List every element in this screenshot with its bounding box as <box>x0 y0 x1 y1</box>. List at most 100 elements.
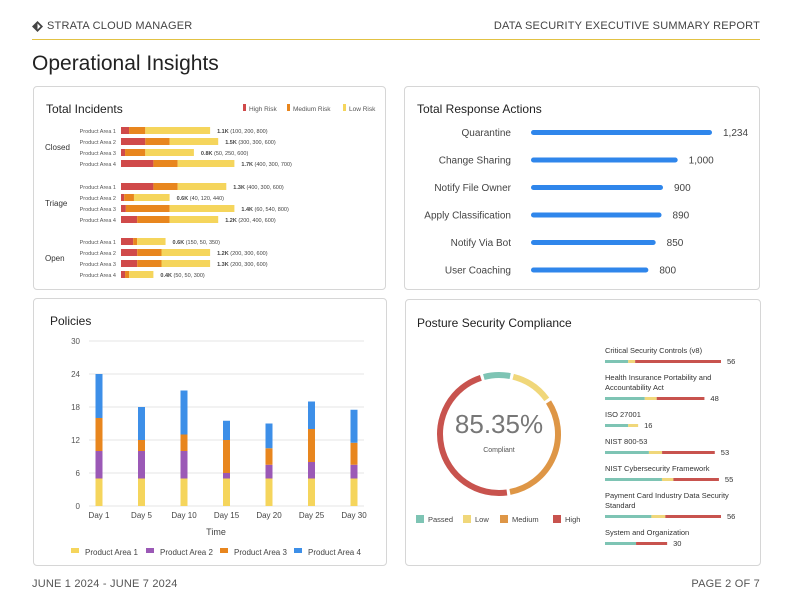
legend-label: High Risk <box>249 106 278 113</box>
compliance-bar-segment <box>648 451 663 454</box>
row-total: 1.3K <box>217 262 229 268</box>
legend-swatch <box>71 548 79 553</box>
incident-bar-segment <box>133 238 138 245</box>
compliance-item-value: 30 <box>673 539 681 548</box>
row-total: 1.7K <box>241 162 253 168</box>
row-detail: (100, 200, 800) <box>229 129 268 135</box>
policy-bar-segment <box>350 442 358 465</box>
row-value: 1.3K (200, 300, 600) <box>217 262 268 268</box>
response-bar <box>531 130 712 135</box>
y-tick-label: 24 <box>71 370 80 379</box>
row-value: 1.2K (200, 400, 600) <box>225 218 276 224</box>
response-value: 900 <box>674 183 691 194</box>
compliance-item-value: 16 <box>644 421 652 430</box>
policies-chart: Policies 0 6 12 18 24 30 Day 1 Day 5 Day 10 Day 15… <box>50 314 367 557</box>
response-bar <box>531 240 656 245</box>
policy-bar-segment <box>138 407 145 440</box>
compliance-bar-segment <box>628 424 639 427</box>
incident-bar-segment <box>153 160 178 167</box>
policy-bar-segment <box>95 374 103 418</box>
policy-bar-segment <box>138 440 145 451</box>
donut-segment <box>437 375 508 496</box>
legend-swatch <box>294 548 302 553</box>
legend-swatch <box>553 515 561 523</box>
compliance-bar-segment <box>605 542 637 545</box>
incident-bar-segment <box>169 138 219 145</box>
row-detail: (300, 300, 600) <box>237 140 276 146</box>
row-label: Product Area 3 <box>80 151 116 157</box>
compliance-item-name-line: Standard <box>605 501 635 510</box>
response-label: Apply Classification <box>424 211 511 222</box>
x-tick-label: Day 30 <box>341 511 367 520</box>
incident-bar-segment <box>121 160 154 167</box>
row-total: 1.2K <box>225 218 237 224</box>
row-detail: (50, 50, 300) <box>172 273 205 279</box>
incident-bar-segment <box>125 205 170 212</box>
incident-bar-segment <box>129 127 146 134</box>
incident-bar-segment <box>121 194 125 201</box>
legend-swatch <box>243 104 246 111</box>
row-value: 0.6K (150, 50, 350) <box>173 240 221 246</box>
group-label: Closed <box>45 143 70 152</box>
compliance-bar-segment <box>644 397 657 400</box>
compliance-bar-segment <box>635 360 721 363</box>
response-value: 1,234 <box>723 128 748 139</box>
legend-swatch <box>343 104 346 111</box>
row-detail: (200, 400, 600) <box>237 218 276 224</box>
legend-label: Low Risk <box>349 106 376 113</box>
incident-bar-segment <box>153 183 178 190</box>
policy-bar-segment <box>265 478 273 506</box>
policy-bar-segment <box>180 478 188 506</box>
row-total: 1.1K <box>217 129 229 135</box>
incidents-chart: High Risk Medium Risk Low Risk Closed Produc… <box>45 104 376 279</box>
row-detail: (200, 300, 600) <box>229 262 268 268</box>
row-label: Product Area 3 <box>80 262 116 268</box>
compliance-item-name-line: ISO 27001 <box>605 410 641 419</box>
row-total: 1.5K <box>225 140 237 146</box>
x-tick-label: Day 20 <box>256 511 282 520</box>
y-tick-label: 0 <box>76 502 81 511</box>
row-label: Product Area 4 <box>80 218 116 224</box>
row-label: Product Area 4 <box>80 273 116 279</box>
row-total: 1.4K <box>241 207 253 213</box>
compliance-bar-segment <box>665 515 721 518</box>
row-detail: (150, 50, 350) <box>184 240 220 246</box>
legend-label: Product Area 4 <box>308 548 361 557</box>
legend-label: High <box>565 515 580 524</box>
compliance-item-name-line: NIST 800-53 <box>605 437 647 446</box>
response-bar <box>531 157 678 163</box>
legend-swatch <box>220 548 228 553</box>
response-label: Quarantine <box>462 128 512 139</box>
legend-swatch <box>416 515 424 523</box>
compliance-item-name: ISO 27001 <box>605 410 641 419</box>
row-detail: (200, 300, 600) <box>229 251 268 257</box>
compliance-item-value: 56 <box>727 357 735 366</box>
compliance-item-name: NIST Cybersecurity Framework <box>605 464 710 473</box>
incident-bar-segment <box>169 216 219 223</box>
y-tick-label: 6 <box>76 469 81 478</box>
y-tick-label: 12 <box>71 436 80 445</box>
policies-title: Policies <box>50 314 91 328</box>
incident-bar-segment <box>121 238 134 245</box>
legend-label: Passed <box>428 515 453 524</box>
incident-bar-segment <box>145 127 211 134</box>
compliance-bar-segment <box>673 478 719 481</box>
row-detail: (400, 300, 700) <box>253 162 292 168</box>
policy-bar-segment <box>95 418 103 451</box>
row-value: 1.7K (400, 300, 700) <box>241 162 292 168</box>
legend-label: Medium <box>512 515 539 524</box>
incident-bar-segment <box>133 194 170 201</box>
row-label: Product Area 2 <box>80 251 116 257</box>
incident-bar-segment <box>137 216 170 223</box>
incident-bar-segment <box>121 138 146 145</box>
response-label: Change Sharing <box>439 156 511 167</box>
incident-bar-segment <box>177 183 227 190</box>
response-label: User Coaching <box>445 266 511 277</box>
compliance-percent: 85.35% <box>455 409 543 439</box>
y-tick-label: 30 <box>71 337 80 346</box>
x-tick-label: Day 1 <box>89 511 110 520</box>
brand: STRATA CLOUD MANAGER <box>32 20 192 32</box>
row-total: 1.2K <box>217 251 229 257</box>
group-label: Triage <box>45 199 68 208</box>
policy-bar-segment <box>265 423 273 449</box>
